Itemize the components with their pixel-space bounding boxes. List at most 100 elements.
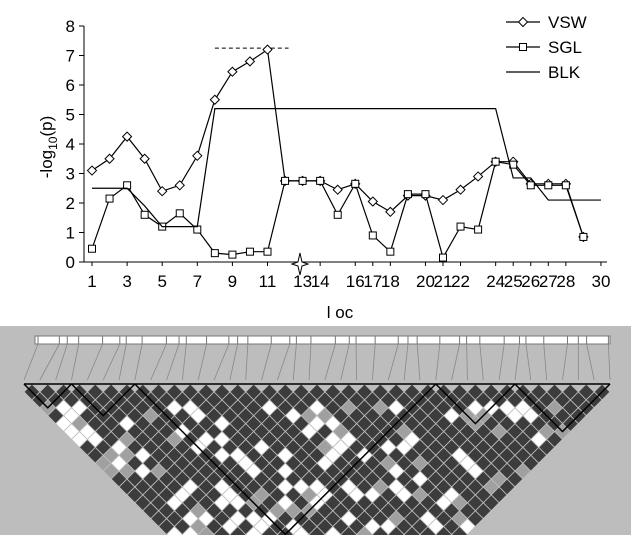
ld-cell bbox=[301, 455, 317, 471]
ld-cell bbox=[246, 447, 261, 463]
ld-cell bbox=[270, 440, 285, 455]
ld-cell bbox=[412, 519, 428, 534]
sgl-point bbox=[245, 247, 254, 256]
ld-cell bbox=[159, 471, 174, 487]
ld-cell bbox=[499, 416, 515, 431]
ld-cell bbox=[404, 479, 420, 495]
ld-cell bbox=[325, 432, 341, 447]
marker-connector bbox=[586, 343, 595, 381]
marker-connector bbox=[229, 343, 239, 381]
ld-cell bbox=[341, 384, 356, 400]
ld-cell bbox=[64, 392, 79, 408]
vsw-point bbox=[262, 44, 273, 55]
ld-cell bbox=[214, 495, 230, 511]
x-tick-label: 24 bbox=[486, 272, 505, 291]
ld-cell bbox=[262, 400, 277, 416]
ld-cell bbox=[404, 511, 420, 526]
marker-connector bbox=[451, 343, 460, 381]
legend-marker-vsw bbox=[517, 16, 529, 28]
ld-cell bbox=[309, 511, 325, 526]
ld-cell bbox=[127, 455, 143, 471]
ld-cell bbox=[214, 384, 230, 400]
x-tick-label: 16 bbox=[346, 272, 365, 291]
ld-cell bbox=[309, 400, 325, 416]
ld-cell bbox=[111, 455, 127, 471]
y-tick-label: 7 bbox=[66, 47, 75, 66]
ld-cell bbox=[507, 471, 523, 487]
ld-cell bbox=[167, 384, 182, 400]
legend-label-vsw: VSW bbox=[548, 13, 587, 32]
ld-cell bbox=[111, 408, 127, 423]
ld-cell bbox=[270, 424, 285, 439]
series-line-sgl bbox=[91, 161, 584, 260]
ld-cell bbox=[254, 519, 269, 534]
ld-cell bbox=[476, 424, 491, 439]
x-tick-label: 26 bbox=[521, 272, 540, 291]
vsw-point bbox=[121, 131, 133, 142]
sgl-point bbox=[351, 179, 360, 188]
ld-cell bbox=[285, 440, 301, 455]
ld-cell bbox=[341, 527, 356, 535]
ld-cell bbox=[483, 447, 499, 463]
ld-cell bbox=[246, 463, 261, 479]
ld-cell bbox=[262, 416, 277, 431]
marker-connector bbox=[479, 343, 484, 381]
sgl-point bbox=[281, 176, 290, 185]
ld-cell bbox=[373, 479, 388, 495]
ld-cell bbox=[317, 408, 333, 423]
ld-cell bbox=[301, 471, 317, 487]
y-tick-label: 1 bbox=[66, 224, 75, 243]
ld-cell bbox=[167, 432, 182, 447]
marker-connector bbox=[416, 343, 421, 381]
ld-cell bbox=[72, 432, 87, 447]
ld-cell bbox=[468, 400, 483, 416]
ld-cell bbox=[436, 447, 451, 463]
ld-cell bbox=[151, 432, 166, 447]
y-tick-label: 5 bbox=[66, 106, 75, 125]
ld-cell bbox=[483, 432, 499, 447]
ld-cell bbox=[159, 440, 174, 455]
ld-cell bbox=[119, 447, 135, 463]
ld-cell bbox=[95, 392, 111, 408]
ld-cell bbox=[365, 455, 380, 471]
ld-cell bbox=[325, 400, 341, 416]
ld-cell bbox=[380, 408, 396, 423]
ld-cell bbox=[555, 392, 570, 408]
ld-cell bbox=[222, 519, 238, 534]
marker-connector bbox=[166, 343, 180, 381]
x-axis-label: l oc bbox=[327, 303, 354, 322]
marker-connector bbox=[543, 343, 548, 381]
ld-cell bbox=[412, 424, 428, 439]
ld-cell bbox=[119, 463, 135, 479]
ld-cell bbox=[396, 503, 412, 518]
marker-connector bbox=[197, 343, 207, 381]
ld-cell bbox=[341, 511, 356, 526]
marker-connector bbox=[466, 343, 468, 381]
sgl-point bbox=[456, 222, 465, 231]
ld-cell bbox=[357, 495, 372, 511]
ld-cell bbox=[262, 432, 277, 447]
marker-connector bbox=[403, 343, 409, 381]
ld-cell bbox=[183, 447, 198, 463]
x-tick-label: 28 bbox=[556, 272, 575, 291]
ld-cell bbox=[262, 463, 277, 479]
ld-cell bbox=[198, 400, 214, 416]
ld-cell bbox=[159, 503, 174, 518]
ld-cell bbox=[190, 519, 206, 534]
ld-cell bbox=[198, 511, 214, 526]
x-tick-label: 11 bbox=[259, 272, 277, 291]
ld-cell bbox=[230, 432, 246, 447]
ld-cell bbox=[119, 432, 135, 447]
sgl-point bbox=[491, 157, 500, 166]
ld-cell bbox=[444, 424, 459, 439]
ld-cell bbox=[460, 424, 475, 439]
marker-connector bbox=[55, 343, 68, 381]
ld-cell bbox=[547, 384, 562, 400]
ld-cell bbox=[230, 447, 246, 463]
ld-cell bbox=[135, 479, 151, 495]
ld-cell bbox=[341, 479, 356, 495]
ld-cell bbox=[349, 471, 364, 487]
ld-cell bbox=[491, 471, 507, 487]
marker-connector bbox=[514, 343, 520, 381]
ld-cell bbox=[420, 463, 436, 479]
